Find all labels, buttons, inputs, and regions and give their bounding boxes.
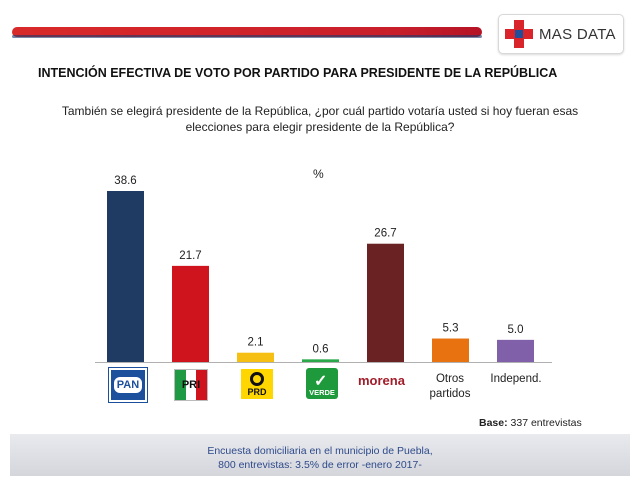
verde-logo-text: VERDE <box>309 388 335 397</box>
verde-logo: ✓ VERDE <box>306 368 338 399</box>
bar-independ. <box>497 339 534 362</box>
bar-pri <box>172 265 209 362</box>
survey-question-line2: elecciones para elegir presidente de la … <box>185 120 455 134</box>
survey-question: También se elegirá presidente de la Repú… <box>40 103 600 135</box>
header-rule-shadow <box>12 35 482 38</box>
value-label-otros-partidos: 5.3 <box>443 323 459 335</box>
category-label-otros: Otros partidos <box>426 372 474 402</box>
toucan-icon: ✓ <box>314 373 328 390</box>
pan-logo: PAN <box>108 367 148 403</box>
pri-logo: PRI <box>174 369 208 401</box>
prd-logo: PRD <box>241 369 273 399</box>
header-rule <box>12 27 482 37</box>
footer-note-line1: Encuesta domiciliaria en el municipio de… <box>207 445 433 457</box>
unit-label: % <box>313 167 324 181</box>
cross-icon <box>505 20 533 48</box>
morena-logo: morena <box>358 373 405 388</box>
category-label-otros-line2: partidos <box>429 388 471 400</box>
logo-text: MAS DATA <box>539 25 616 43</box>
mas-data-logo: MAS DATA <box>498 14 624 54</box>
bar-pan <box>107 191 144 362</box>
chart-title: INTENCIÓN EFECTIVA DE VOTO POR PARTIDO P… <box>38 66 558 80</box>
base-label: Base: <box>479 417 508 429</box>
category-label-otros-line1: Otros <box>435 373 465 385</box>
prd-logo-text: PRD <box>247 387 267 397</box>
pri-logo-text: PRI <box>181 379 201 391</box>
value-label-independ.: 5.0 <box>508 324 524 336</box>
survey-question-line1: También se elegirá presidente de la Repú… <box>61 104 579 118</box>
bar-otros-partidos <box>432 338 469 362</box>
pan-logo-text: PAN <box>113 377 143 393</box>
bar-morena <box>367 243 404 362</box>
value-label-prd: 2.1 <box>248 337 264 349</box>
footer-band: Encuesta domiciliaria en el municipio de… <box>10 434 630 476</box>
footer-note-line2: 800 entrevistas: 3.5% de error -enero 20… <box>218 459 422 471</box>
sample-base: Base: 337 entrevistas <box>479 417 582 429</box>
base-value: 337 entrevistas <box>510 417 582 429</box>
value-label-pri: 21.7 <box>179 250 201 262</box>
bar-prd <box>237 352 274 362</box>
category-label-independ: Independ. <box>490 373 542 385</box>
value-label-pan: 38.6 <box>114 175 136 187</box>
sun-icon <box>250 372 264 386</box>
value-label-morena: 26.7 <box>374 228 396 240</box>
footer-note: Encuesta domiciliaria en el municipio de… <box>10 444 630 472</box>
bar-verde <box>302 359 339 362</box>
value-label-verde: 0.6 <box>313 343 329 355</box>
